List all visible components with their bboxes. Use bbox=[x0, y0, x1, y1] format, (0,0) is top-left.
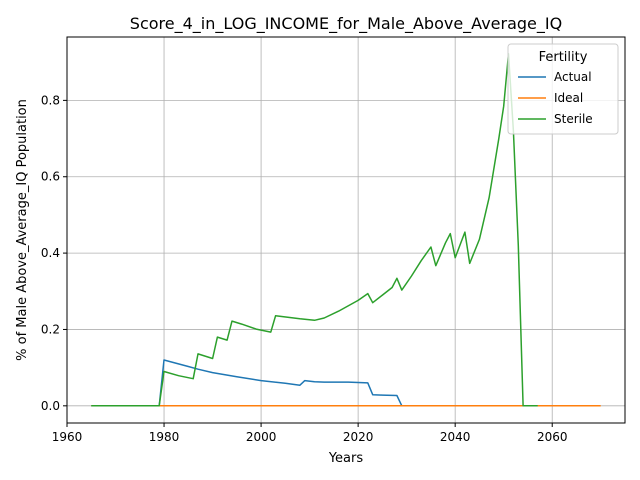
legend-label-ideal: Ideal bbox=[554, 91, 583, 105]
y-axis-label: % of Male Above_Average_IQ Population bbox=[15, 99, 30, 361]
axis-ticks: 1960 1980 2000 2020 2040 2060 0.0 0.2 0.4 0.6 0.8 bbox=[41, 93, 568, 444]
x-tick-label: 1980 bbox=[149, 430, 180, 444]
legend-title: Fertility bbox=[539, 50, 588, 65]
legend-label-sterile: Sterile bbox=[554, 112, 593, 126]
x-axis-label: Years bbox=[328, 451, 364, 466]
y-tick-label: 0.8 bbox=[41, 93, 60, 107]
y-tick-label: 0.4 bbox=[41, 246, 60, 260]
y-tick-label: 0.6 bbox=[41, 170, 60, 184]
y-tick-label: 0.2 bbox=[41, 322, 60, 336]
y-tick-label: 0.0 bbox=[41, 399, 60, 413]
x-tick-label: 2060 bbox=[537, 430, 568, 444]
x-tick-label: 2040 bbox=[440, 430, 471, 444]
legend: Fertility Actual Ideal Sterile bbox=[507, 43, 619, 135]
x-tick-label: 2020 bbox=[343, 430, 374, 444]
legend-entries: Actual Ideal Sterile bbox=[518, 70, 593, 126]
legend-box bbox=[507, 43, 619, 135]
plot-frame bbox=[66, 36, 626, 424]
chart-title: Score_4_in_LOG_INCOME_for_Male_Above_Ave… bbox=[130, 14, 562, 34]
x-tick-label: 1960 bbox=[52, 430, 83, 444]
series-lines bbox=[91, 53, 601, 407]
series-line-sterile bbox=[91, 53, 538, 407]
x-tick-label: 2000 bbox=[246, 430, 277, 444]
legend-label-actual: Actual bbox=[554, 70, 592, 84]
